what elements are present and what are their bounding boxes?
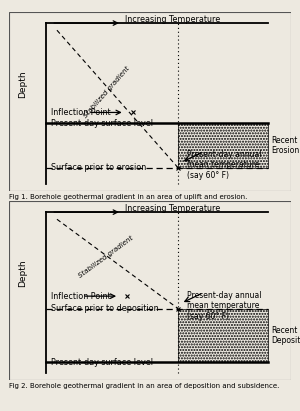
Text: Present-day surface level: Present-day surface level <box>51 358 153 367</box>
Text: Present-day annual
mean temperature
(say 60° F): Present-day annual mean temperature (say… <box>187 150 261 180</box>
Text: Inflection Point: Inflection Point <box>51 108 111 117</box>
Text: Stabilized gradient: Stabilized gradient <box>78 235 135 279</box>
Text: Recent
Deposition: Recent Deposition <box>271 326 300 345</box>
Text: Surface prior to erosion: Surface prior to erosion <box>51 163 147 172</box>
Text: Fig 1. Borehole geothermal gradient in an area of uplift and erosion.: Fig 1. Borehole geothermal gradient in a… <box>9 194 247 200</box>
Text: Depth: Depth <box>19 70 28 98</box>
Text: Present-day surface level: Present-day surface level <box>51 119 153 128</box>
Bar <box>178 123 268 168</box>
Text: Inflection Point: Inflection Point <box>51 292 111 300</box>
Text: Fig 2. Borehole geothermal gradient in an area of deposition and subsidence.: Fig 2. Borehole geothermal gradient in a… <box>9 383 279 389</box>
Bar <box>178 309 268 363</box>
Text: Recent
Erosion: Recent Erosion <box>271 136 299 155</box>
Text: Increasing Temperature: Increasing Temperature <box>124 15 220 24</box>
Text: Stabilized gradient: Stabilized gradient <box>82 65 130 119</box>
Text: Surface prior to deposition: Surface prior to deposition <box>51 304 159 313</box>
Text: Depth: Depth <box>19 259 28 287</box>
Text: Increasing Temperature: Increasing Temperature <box>124 204 220 213</box>
Text: Present-day annual
mean temperature
(say 60° F): Present-day annual mean temperature (say… <box>187 291 261 321</box>
